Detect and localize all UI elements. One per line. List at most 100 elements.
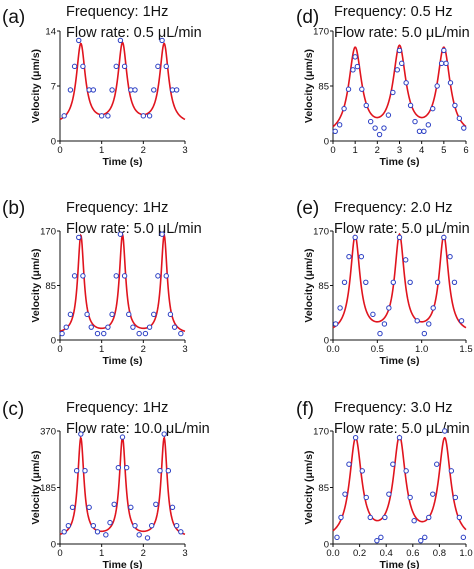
data-point — [441, 47, 447, 54]
data-point — [458, 318, 465, 324]
data-point — [101, 330, 107, 337]
x-axis-title: Time (s) — [379, 559, 419, 569]
data-point — [71, 273, 78, 279]
x-tick-label: 0.2 — [353, 548, 366, 559]
data-point — [71, 63, 78, 70]
x-axis-title: Time (s) — [102, 355, 142, 367]
data-point — [367, 118, 374, 125]
x-tick-label: 1 — [99, 145, 104, 156]
data-point — [396, 47, 403, 54]
data-point — [452, 494, 459, 501]
data-point — [159, 37, 165, 44]
data-point — [61, 113, 67, 119]
data-point — [109, 311, 115, 318]
data-point — [442, 428, 448, 434]
fit-curve — [59, 434, 186, 536]
data-point — [151, 311, 157, 318]
y-axis-title: Velocity (μm/s) — [30, 49, 42, 123]
data-point — [452, 102, 458, 109]
x-axis-title: Time (s) — [102, 156, 142, 168]
data-point — [434, 461, 440, 467]
panel-d: (d) Frequency: 0.5 Hz Flow rate: 5.0 μL/mi… — [296, 4, 470, 168]
data-point — [411, 518, 417, 524]
fit-curve — [59, 41, 186, 121]
data-point — [142, 330, 149, 337]
x-tick-label: 3 — [182, 145, 187, 156]
flow-rate-label: Flow rate: 5.0 μL/min — [334, 25, 470, 41]
data-point — [443, 60, 449, 67]
x-axis-title: Time (s) — [379, 355, 419, 367]
x-tick-label: 1.0 — [459, 548, 472, 559]
data-point — [161, 431, 167, 437]
data-point — [157, 468, 163, 474]
data-point — [132, 522, 138, 529]
data-point — [447, 80, 454, 86]
frequency-label: Frequency: 3.0 Hz — [334, 400, 452, 416]
data-point — [461, 125, 467, 131]
data-point — [109, 87, 115, 93]
data-point — [121, 63, 128, 70]
data-point — [121, 273, 128, 279]
panel-label: (c) — [2, 399, 24, 420]
data-point — [63, 324, 69, 330]
panel-label: (e) — [296, 198, 319, 219]
x-tick-label: 5 — [441, 145, 446, 156]
data-point — [136, 330, 142, 337]
data-point — [385, 112, 392, 118]
panel-e: (e) Frequency: 2.0 Hz Flow rate: 5.0 μL/mi… — [296, 198, 473, 367]
data-point — [78, 431, 84, 437]
data-point — [332, 321, 339, 327]
data-point — [447, 253, 453, 260]
data-point — [376, 131, 383, 138]
data-point — [426, 514, 432, 521]
data-point — [173, 522, 180, 529]
data-point — [430, 491, 436, 497]
data-point — [381, 125, 387, 131]
data-point — [441, 234, 447, 241]
x-tick-label: 2 — [141, 548, 146, 559]
x-tick-label: 0.8 — [433, 548, 446, 559]
data-point — [69, 504, 76, 511]
data-point — [363, 279, 369, 285]
data-point — [113, 63, 119, 70]
data-point — [370, 311, 376, 318]
data-point — [336, 122, 343, 128]
data-point — [352, 234, 358, 241]
data-point — [412, 118, 418, 125]
data-point — [151, 87, 157, 93]
data-point — [136, 532, 142, 538]
y-tick-label: 170 — [313, 227, 329, 238]
data-point — [130, 324, 136, 330]
data-point — [82, 468, 88, 474]
data-point — [448, 468, 455, 474]
data-point — [117, 231, 124, 237]
data-point — [354, 63, 361, 70]
y-axis-title: Velocity (μm/s) — [303, 248, 315, 322]
data-point — [167, 311, 174, 318]
data-point — [76, 234, 82, 241]
data-point — [84, 311, 90, 318]
data-point — [416, 128, 423, 134]
data-point — [418, 537, 424, 544]
data-point — [80, 273, 86, 279]
data-point — [61, 529, 67, 535]
data-point — [403, 468, 409, 474]
data-point — [332, 128, 338, 134]
x-tick-label: 0.5 — [371, 344, 384, 355]
data-point — [165, 468, 172, 474]
data-point — [73, 468, 80, 474]
x-tick-label: 0 — [57, 548, 62, 559]
data-point — [363, 494, 369, 501]
x-tick-label: 0.0 — [326, 548, 339, 559]
data-point — [334, 534, 340, 541]
data-point — [426, 321, 432, 327]
data-point — [363, 102, 369, 109]
data-point — [67, 311, 74, 318]
data-point — [59, 330, 65, 337]
data-point — [113, 273, 119, 279]
data-point — [111, 501, 117, 507]
y-tick-label: 170 — [313, 427, 329, 438]
data-point — [148, 522, 155, 529]
data-point — [414, 318, 420, 324]
x-tick-label: 0.4 — [380, 548, 393, 559]
